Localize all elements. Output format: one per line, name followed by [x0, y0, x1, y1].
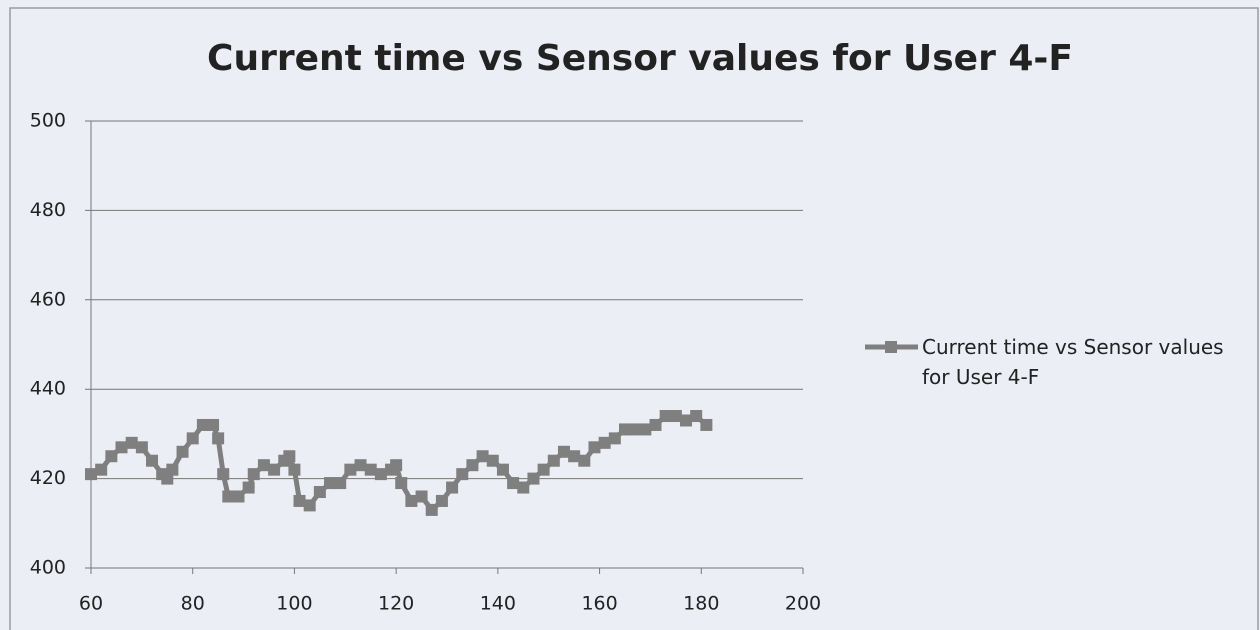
- marker: [283, 450, 296, 463]
- marker: [390, 459, 403, 472]
- marker: [435, 494, 448, 507]
- marker: [334, 477, 347, 490]
- y-tick-label: 440: [30, 378, 66, 400]
- marker: [659, 410, 672, 423]
- marker: [527, 472, 540, 485]
- marker: [395, 477, 408, 490]
- x-tick-label: 140: [480, 593, 516, 615]
- marker: [313, 486, 326, 499]
- marker: [232, 490, 245, 503]
- marker: [268, 463, 281, 476]
- x-tick-label: 60: [79, 593, 103, 615]
- marker: [537, 463, 550, 476]
- marker: [649, 418, 662, 431]
- marker: [598, 436, 611, 449]
- x-tick-label: 180: [683, 593, 719, 615]
- x-tick-label: 160: [581, 593, 617, 615]
- marker: [293, 494, 306, 507]
- marker: [690, 410, 703, 423]
- marker: [700, 418, 713, 431]
- marker: [303, 499, 316, 512]
- marker: [629, 423, 642, 436]
- marker: [507, 477, 520, 490]
- marker: [212, 432, 225, 445]
- marker: [496, 463, 509, 476]
- marker: [105, 450, 118, 463]
- y-tick-label: 400: [30, 557, 66, 579]
- marker: [222, 490, 235, 503]
- marker: [456, 468, 469, 481]
- marker: [344, 463, 357, 476]
- marker: [588, 441, 601, 454]
- legend-marker: [885, 341, 897, 353]
- marker: [186, 432, 199, 445]
- marker: [85, 468, 97, 481]
- marker: [568, 450, 581, 463]
- marker: [680, 414, 693, 427]
- marker: [324, 477, 337, 490]
- marker: [95, 463, 108, 476]
- x-tick-label: 120: [378, 593, 414, 615]
- x-tick-label: 100: [276, 593, 312, 615]
- marker: [405, 494, 418, 507]
- y-tick-label: 460: [30, 288, 66, 310]
- marker: [425, 503, 438, 516]
- marker: [288, 463, 301, 476]
- marker: [125, 436, 138, 449]
- marker: [669, 410, 682, 423]
- marker: [146, 454, 159, 467]
- marker: [557, 445, 570, 458]
- legend-label: Current time vs Sensor values for User 4…: [922, 335, 1224, 389]
- marker: [364, 463, 377, 476]
- marker: [176, 445, 189, 458]
- marker: [166, 463, 179, 476]
- marker: [466, 459, 479, 472]
- marker: [196, 418, 209, 431]
- chart-title: Current time vs Sensor values for User 4…: [207, 38, 1073, 79]
- x-tick-label: 200: [785, 593, 821, 615]
- marker: [135, 441, 148, 454]
- marker: [619, 423, 631, 436]
- marker: [547, 454, 560, 467]
- marker: [415, 490, 428, 503]
- y-tick-label: 500: [30, 110, 66, 132]
- marker: [115, 441, 128, 454]
- marker: [207, 418, 220, 431]
- chart-border: [9, 7, 1259, 630]
- marker: [257, 459, 270, 472]
- marker: [476, 450, 489, 463]
- marker: [608, 432, 621, 445]
- x-tick-label: 80: [181, 593, 205, 615]
- marker: [446, 481, 459, 494]
- marker: [242, 481, 255, 494]
- y-tick-label: 480: [30, 199, 66, 221]
- marker: [517, 481, 530, 494]
- marker: [578, 454, 591, 467]
- marker: [374, 468, 387, 481]
- marker: [639, 423, 652, 436]
- marker: [217, 468, 230, 481]
- y-tick-label: 420: [30, 467, 66, 489]
- marker: [247, 468, 260, 481]
- marker: [486, 454, 499, 467]
- marker: [354, 459, 367, 472]
